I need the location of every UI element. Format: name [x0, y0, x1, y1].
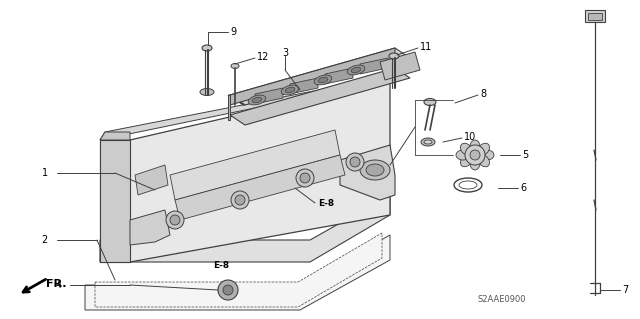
- Polygon shape: [340, 145, 395, 200]
- Circle shape: [166, 211, 184, 229]
- Polygon shape: [95, 233, 382, 307]
- Polygon shape: [230, 48, 395, 105]
- Circle shape: [465, 145, 485, 165]
- Ellipse shape: [318, 77, 328, 83]
- Polygon shape: [230, 48, 410, 105]
- Text: 1: 1: [42, 168, 48, 178]
- Polygon shape: [360, 58, 388, 74]
- Ellipse shape: [348, 65, 365, 75]
- Ellipse shape: [389, 53, 399, 59]
- Ellipse shape: [360, 160, 390, 180]
- Text: 6: 6: [520, 183, 526, 193]
- Circle shape: [350, 157, 360, 167]
- Polygon shape: [228, 95, 245, 105]
- Polygon shape: [325, 68, 353, 84]
- Ellipse shape: [248, 95, 266, 105]
- Polygon shape: [175, 155, 345, 220]
- Ellipse shape: [460, 143, 472, 155]
- Ellipse shape: [281, 85, 299, 95]
- Polygon shape: [100, 132, 130, 140]
- Text: FR.: FR.: [46, 279, 67, 289]
- Polygon shape: [290, 78, 318, 94]
- Circle shape: [346, 153, 364, 171]
- Circle shape: [300, 173, 310, 183]
- Text: S2AAE0900: S2AAE0900: [478, 295, 527, 305]
- Polygon shape: [100, 195, 390, 262]
- Polygon shape: [170, 130, 340, 200]
- Ellipse shape: [252, 97, 262, 103]
- Ellipse shape: [480, 150, 494, 160]
- Ellipse shape: [456, 150, 470, 160]
- Text: E-8: E-8: [318, 198, 334, 207]
- Polygon shape: [230, 68, 410, 125]
- Polygon shape: [85, 235, 390, 310]
- Text: 3: 3: [282, 48, 288, 58]
- Polygon shape: [135, 165, 168, 195]
- Text: 7: 7: [622, 285, 628, 295]
- Ellipse shape: [477, 155, 490, 167]
- Polygon shape: [255, 88, 283, 104]
- Ellipse shape: [421, 138, 435, 146]
- Polygon shape: [130, 80, 390, 262]
- Ellipse shape: [285, 87, 295, 93]
- Polygon shape: [130, 210, 170, 245]
- Text: E-8: E-8: [213, 262, 229, 271]
- Text: 12: 12: [257, 52, 269, 62]
- Text: 10: 10: [464, 132, 476, 142]
- Text: 11: 11: [420, 42, 432, 52]
- Ellipse shape: [231, 63, 239, 69]
- Polygon shape: [100, 140, 130, 262]
- Circle shape: [296, 169, 314, 187]
- Ellipse shape: [424, 140, 432, 144]
- Circle shape: [231, 191, 249, 209]
- Polygon shape: [585, 10, 605, 22]
- Text: 4: 4: [56, 280, 62, 290]
- Ellipse shape: [477, 143, 490, 155]
- Ellipse shape: [460, 155, 472, 167]
- Polygon shape: [228, 95, 230, 120]
- Ellipse shape: [351, 67, 361, 73]
- Text: 5: 5: [522, 150, 528, 160]
- Text: 8: 8: [480, 89, 486, 99]
- Ellipse shape: [424, 99, 436, 106]
- Polygon shape: [380, 52, 420, 80]
- Text: 9: 9: [230, 27, 236, 37]
- Ellipse shape: [202, 45, 212, 51]
- Ellipse shape: [470, 156, 480, 170]
- Ellipse shape: [366, 164, 384, 176]
- Polygon shape: [100, 75, 395, 140]
- Polygon shape: [588, 13, 602, 20]
- Polygon shape: [100, 140, 130, 262]
- Ellipse shape: [200, 88, 214, 95]
- Circle shape: [218, 280, 238, 300]
- Text: 2: 2: [42, 235, 48, 245]
- Circle shape: [470, 150, 480, 160]
- Ellipse shape: [470, 140, 480, 154]
- Ellipse shape: [314, 75, 332, 85]
- Circle shape: [170, 215, 180, 225]
- Circle shape: [235, 195, 245, 205]
- Circle shape: [223, 285, 233, 295]
